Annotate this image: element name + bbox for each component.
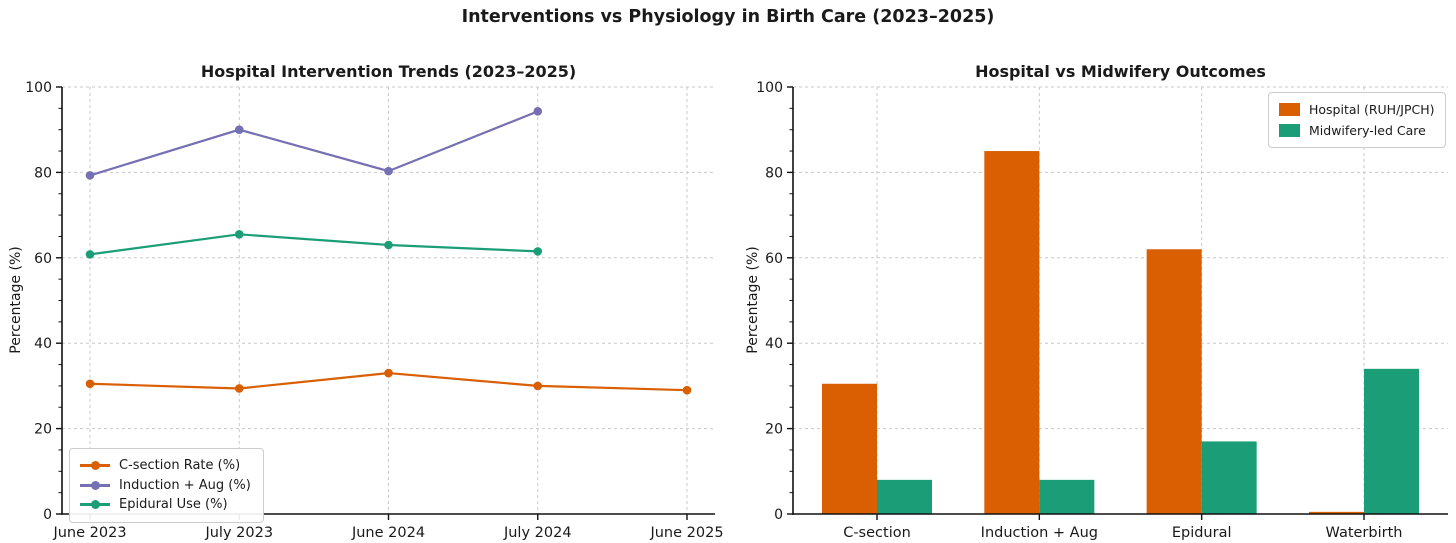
legend-dot-icon	[90, 500, 100, 510]
x-tick-label: Waterbirth	[1326, 525, 1403, 541]
x-tick-label: July 2023	[204, 525, 273, 541]
figure-title: Interventions vs Physiology in Birth Car…	[461, 7, 995, 27]
bar-Waterbirth	[1309, 511, 1364, 514]
data-point-marker	[85, 171, 95, 180]
bar-Epidural	[1146, 249, 1202, 514]
legend-dot-icon	[90, 480, 100, 490]
data-point-marker	[384, 166, 393, 176]
y-tick-label: 20	[765, 422, 783, 438]
data-point-marker	[234, 384, 244, 393]
data-point-marker	[234, 125, 244, 134]
legend-line-marker-icon	[80, 461, 110, 471]
x-tick-label: Induction + Aug	[981, 525, 1098, 541]
data-point-marker	[533, 381, 543, 391]
data-point-marker	[384, 240, 393, 250]
right-chart-title: Hospital vs Midwifery Outcomes	[975, 62, 1266, 81]
x-tick-label: July 2024	[503, 525, 572, 541]
line-series	[89, 233, 538, 256]
x-tick-label: June 2025	[649, 525, 723, 541]
legend-label: Epidural Use (%)	[119, 497, 228, 513]
x-tick-label: June 2023	[52, 525, 126, 541]
x-tick-label: June 2024	[351, 525, 425, 541]
legend-swatch-icon	[1279, 103, 1300, 116]
data-point-marker	[85, 379, 95, 389]
legend-item: C-section Rate (%)	[80, 456, 251, 476]
bar-Induction + Aug	[984, 151, 1040, 515]
legend-item: Induction + Aug (%)	[80, 476, 251, 496]
y-tick-label: 60	[765, 251, 783, 267]
legend-label: Induction + Aug (%)	[119, 477, 251, 493]
data-point-marker	[533, 107, 543, 116]
y-tick-label: 0	[774, 507, 783, 523]
bar-C-section	[877, 479, 932, 514]
line-series	[89, 110, 539, 177]
data-point-marker	[384, 368, 393, 378]
y-tick-label: 100	[25, 80, 52, 96]
data-point-marker	[533, 247, 543, 256]
bar-Induction + Aug	[1039, 479, 1095, 514]
bar-Waterbirth	[1364, 368, 1419, 514]
line-chart-legend: C-section Rate (%) Induction + Aug (%) Epi…	[69, 448, 264, 523]
x-tick-label: C-section	[843, 525, 911, 541]
legend-label: C-section Rate (%)	[119, 458, 241, 474]
legend-item: Epidural Use (%)	[80, 495, 251, 515]
data-point-marker	[85, 250, 95, 259]
legend-label: Midwifery-led Care	[1309, 123, 1426, 138]
legend-item: Midwifery-led Care	[1279, 120, 1435, 141]
legend-line-marker-icon	[80, 480, 110, 490]
left-chart-title: Hospital Intervention Trends (2023–2025)	[200, 62, 577, 81]
bar-chart-legend: Hospital (RUH/JPCH) Midwifery-led Care	[1268, 92, 1446, 148]
bar-Epidural	[1201, 441, 1257, 514]
data-point-marker	[682, 385, 692, 395]
y-tick-label: 80	[34, 165, 52, 181]
y-tick-label: 20	[34, 422, 52, 438]
legend-item: Hospital (RUH/JPCH)	[1279, 99, 1435, 120]
legend-line-marker-icon	[80, 500, 110, 510]
y-tick-label: 80	[765, 165, 783, 181]
x-tick-label: Epidural	[1172, 525, 1232, 541]
y-tick-label: 0	[43, 507, 52, 523]
y-tick-label: 40	[34, 336, 52, 352]
y-tick-label: 40	[765, 336, 783, 352]
data-point-marker	[234, 230, 244, 239]
legend-dot-icon	[90, 461, 100, 471]
line-chart-plot: 0 20 40 60 80 100 June 2023 July 2023 June 2024 J…	[25, 80, 723, 541]
bar-C-section	[822, 383, 877, 514]
y-tick-label: 60	[34, 251, 52, 267]
y-tick-label: 100	[756, 80, 783, 96]
bar-chart-plot: 0 20 40 60 80 100 C-section Induction + Aug Epid…	[756, 80, 1448, 541]
legend-label: Hospital (RUH/JPCH)	[1309, 102, 1435, 117]
legend-swatch-icon	[1279, 124, 1300, 137]
